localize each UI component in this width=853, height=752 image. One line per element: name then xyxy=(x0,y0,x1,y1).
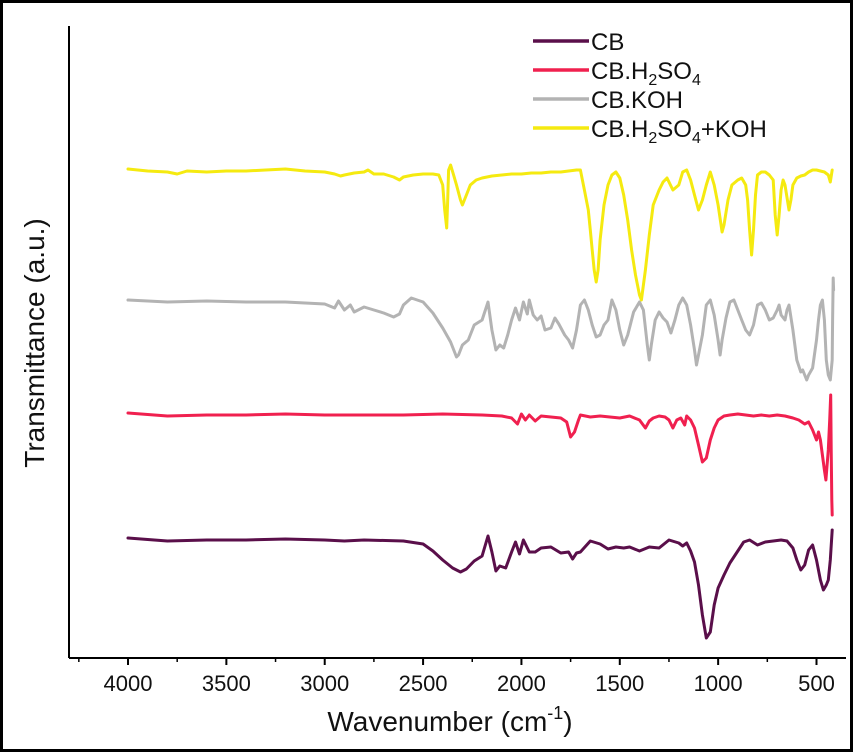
legend-label-4: CB.H2SO4+KOH xyxy=(591,116,767,147)
x-tick-label: 500 xyxy=(798,671,835,696)
legend-label-1: CB xyxy=(591,29,624,56)
x-tick-label: 2500 xyxy=(399,671,448,696)
series-line-3 xyxy=(126,276,836,382)
x-tick-label: 3500 xyxy=(202,671,251,696)
x-axis-label-end: ) xyxy=(563,706,572,737)
series-line-1 xyxy=(126,528,834,640)
x-axis-label-main: Wavenumber (cm xyxy=(327,706,547,737)
x-axis-label: Wavenumber (cm-1) xyxy=(327,703,572,737)
x-tick-label: 1500 xyxy=(595,671,644,696)
series-line-2 xyxy=(126,393,834,517)
x-tick-label: 1000 xyxy=(694,671,743,696)
x-tick-label: 3000 xyxy=(300,671,349,696)
legend-label-3: CB.KOH xyxy=(591,87,683,114)
y-axis-label: Transmittance (a.u.) xyxy=(19,218,50,467)
axes: 4000 3500 3000 2500 2000 1500 1000 500 xyxy=(68,26,846,696)
x-tick-label: 4000 xyxy=(104,671,153,696)
series-layer xyxy=(126,163,836,640)
series-line-4 xyxy=(126,163,834,302)
legend-label-2: CB.H2SO4 xyxy=(591,58,701,89)
x-axis-label-sup: -1 xyxy=(547,703,563,723)
x-tick-label: 2000 xyxy=(497,671,546,696)
